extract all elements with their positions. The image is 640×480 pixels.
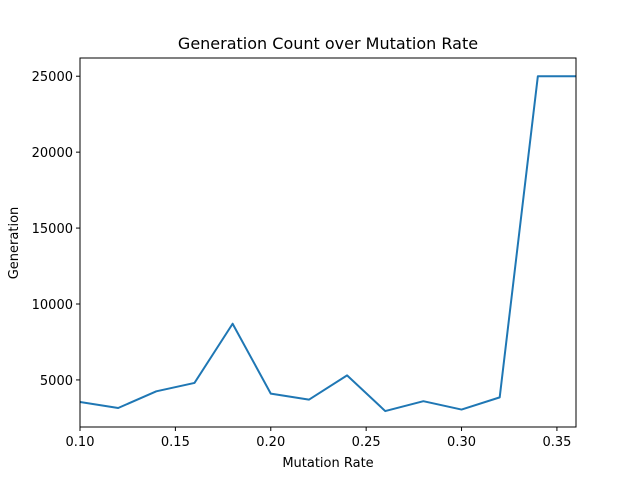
x-tick-label: 0.10 xyxy=(66,435,95,450)
x-tick-label: 0.25 xyxy=(352,435,381,450)
series-line xyxy=(80,75,576,413)
x-tick-label: 0.15 xyxy=(161,435,190,450)
y-tick-label: 25000 xyxy=(32,70,73,85)
y-tick-label: 5000 xyxy=(40,374,73,389)
x-tick-label: 0.30 xyxy=(447,435,476,450)
y-tick-label: 20000 xyxy=(32,146,73,161)
chart-title: Generation Count over Mutation Rate xyxy=(178,34,478,53)
x-tick-label: 0.35 xyxy=(542,435,571,450)
plot-frame xyxy=(79,57,577,428)
plot-area xyxy=(80,75,576,413)
x-tick-label: 0.20 xyxy=(256,435,285,450)
y-tick-label: 15000 xyxy=(32,222,73,237)
y-axis: 5000 10000 15000 20000 25000 xyxy=(32,70,80,389)
y-axis-label: Generation xyxy=(7,207,22,280)
x-axis: 0.10 0.15 0.20 0.25 0.30 0.35 xyxy=(66,427,571,450)
y-tick-label: 10000 xyxy=(32,298,73,313)
x-axis-label: Mutation Rate xyxy=(282,456,373,471)
